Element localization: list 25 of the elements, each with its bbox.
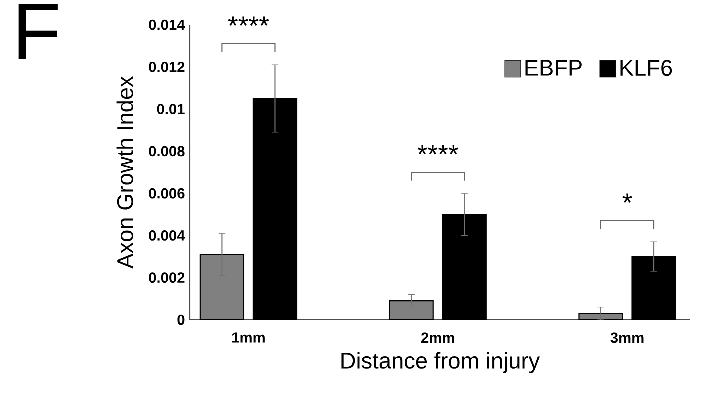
y-tick-label: 0.012 (149, 62, 185, 72)
bar (252, 98, 298, 321)
y-tick-label: 0.014 (149, 20, 186, 30)
y-axis-title: Axon Growth Index (116, 76, 134, 269)
text: F (18, 4, 58, 60)
annotation: **** (418, 145, 458, 155)
x-tick-label: 1mm (232, 332, 265, 343)
y-tick-label: 0.006 (149, 188, 185, 199)
bar (578, 313, 624, 321)
y-tick-label: 0.01 (157, 104, 185, 114)
y-tick-label: 0.004 (149, 230, 186, 241)
bar (442, 214, 487, 321)
x-tick-label: 3mm (610, 332, 644, 344)
legend-label: KLF6 (620, 60, 672, 76)
y-tick-label: 0.002 (149, 272, 185, 284)
bar (632, 256, 676, 321)
bar (200, 254, 245, 321)
y-tick-label: 0 (178, 314, 185, 326)
annotation: **** (228, 16, 270, 26)
x-tick-label: 2mm (421, 332, 454, 343)
x-axis-title: Distance from injury (342, 352, 540, 374)
bar (389, 300, 434, 321)
y-tick-label: 0.008 (149, 146, 185, 157)
legend-label: EBFP (526, 60, 582, 76)
annotation: * (622, 194, 632, 204)
